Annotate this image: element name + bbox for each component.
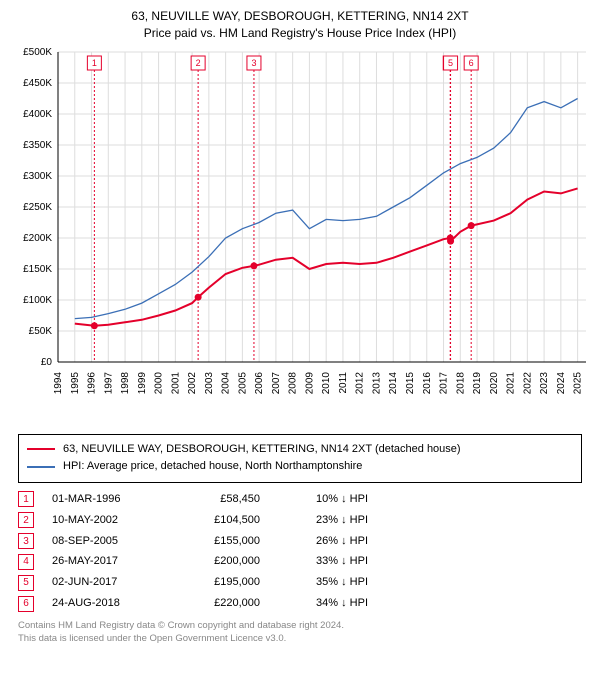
- legend-label: 63, NEUVILLE WAY, DESBOROUGH, KETTERING,…: [63, 441, 461, 459]
- sale-marker: 2: [18, 512, 34, 528]
- svg-text:2020: 2020: [489, 371, 500, 394]
- sale-pct: 10% ↓ HPI: [278, 489, 368, 510]
- sales-row: 3 08-SEP-2005 £155,000 26% ↓ HPI: [18, 531, 582, 552]
- svg-text:£0: £0: [41, 357, 53, 368]
- svg-text:£450K: £450K: [23, 78, 52, 89]
- legend-label: HPI: Average price, detached house, Nort…: [63, 458, 362, 476]
- svg-text:2003: 2003: [204, 371, 215, 394]
- svg-text:1995: 1995: [70, 371, 81, 394]
- svg-text:£150K: £150K: [23, 264, 52, 275]
- sale-price: £200,000: [180, 551, 260, 572]
- sale-price: £195,000: [180, 572, 260, 593]
- svg-text:£300K: £300K: [23, 171, 52, 182]
- svg-text:£50K: £50K: [29, 326, 53, 337]
- svg-text:£200K: £200K: [23, 233, 52, 244]
- svg-text:£250K: £250K: [23, 202, 52, 213]
- svg-text:2: 2: [196, 58, 201, 68]
- sale-date: 02-JUN-2017: [52, 572, 162, 593]
- sale-price: £58,450: [180, 489, 260, 510]
- svg-text:2013: 2013: [371, 371, 382, 394]
- sale-date: 26-MAY-2017: [52, 551, 162, 572]
- svg-text:1994: 1994: [53, 371, 64, 394]
- svg-text:2001: 2001: [170, 371, 181, 394]
- sale-price: £104,500: [180, 510, 260, 531]
- sales-table: 1 01-MAR-1996 £58,450 10% ↓ HPI 2 10-MAY-2002…: [18, 489, 582, 614]
- svg-text:2024: 2024: [556, 371, 567, 394]
- sale-date: 08-SEP-2005: [52, 531, 162, 552]
- legend-swatch: [27, 466, 55, 467]
- sale-date: 24-AUG-2018: [52, 593, 162, 614]
- svg-text:2012: 2012: [355, 371, 366, 394]
- sales-row: 5 02-JUN-2017 £195,000 35% ↓ HPI: [18, 572, 582, 593]
- svg-text:2011: 2011: [338, 371, 349, 393]
- footer: Contains HM Land Registry data © Crown c…: [18, 620, 582, 646]
- svg-text:1996: 1996: [87, 371, 98, 394]
- legend-item: 63, NEUVILLE WAY, DESBOROUGH, KETTERING,…: [27, 441, 573, 459]
- title-line-1: 63, NEUVILLE WAY, DESBOROUGH, KETTERING,…: [10, 8, 590, 25]
- sale-pct: 34% ↓ HPI: [278, 593, 368, 614]
- svg-text:2021: 2021: [506, 371, 517, 394]
- svg-text:2019: 2019: [472, 371, 483, 394]
- svg-text:2006: 2006: [254, 371, 265, 394]
- svg-text:2004: 2004: [221, 371, 232, 394]
- svg-text:2014: 2014: [388, 371, 399, 394]
- sale-pct: 35% ↓ HPI: [278, 572, 368, 593]
- sale-marker: 5: [18, 575, 34, 591]
- sale-pct: 26% ↓ HPI: [278, 531, 368, 552]
- svg-text:3: 3: [251, 58, 256, 68]
- legend-item: HPI: Average price, detached house, Nort…: [27, 458, 573, 476]
- svg-text:1997: 1997: [103, 371, 114, 394]
- svg-text:2023: 2023: [539, 371, 550, 394]
- svg-text:2018: 2018: [455, 371, 466, 394]
- svg-text:2007: 2007: [271, 371, 282, 394]
- chart-area: £0 £50K £100K £150K £200K £250K £300K £350K £400…: [10, 46, 590, 426]
- svg-text:2015: 2015: [405, 371, 416, 394]
- sale-pct: 23% ↓ HPI: [278, 510, 368, 531]
- sales-row: 6 24-AUG-2018 £220,000 34% ↓ HPI: [18, 593, 582, 614]
- sale-price: £220,000: [180, 593, 260, 614]
- svg-text:2022: 2022: [522, 371, 533, 394]
- sale-marker: 6: [18, 596, 34, 612]
- sales-row: 2 10-MAY-2002 £104,500 23% ↓ HPI: [18, 510, 582, 531]
- svg-text:£400K: £400K: [23, 109, 52, 120]
- svg-text:2017: 2017: [439, 371, 450, 394]
- svg-text:£500K: £500K: [23, 47, 52, 58]
- sale-marker: 3: [18, 533, 34, 549]
- svg-text:1999: 1999: [137, 371, 148, 394]
- chart-titles: 63, NEUVILLE WAY, DESBOROUGH, KETTERING,…: [0, 0, 600, 46]
- svg-text:1998: 1998: [120, 371, 131, 394]
- svg-text:5: 5: [448, 58, 453, 68]
- svg-text:2016: 2016: [422, 371, 433, 394]
- sales-row: 1 01-MAR-1996 £58,450 10% ↓ HPI: [18, 489, 582, 510]
- svg-text:£350K: £350K: [23, 140, 52, 151]
- sale-marker: 4: [18, 554, 34, 570]
- sale-price: £155,000: [180, 531, 260, 552]
- sale-pct: 33% ↓ HPI: [278, 551, 368, 572]
- svg-text:1: 1: [92, 58, 97, 68]
- footer-line-2: This data is licensed under the Open Gov…: [18, 633, 582, 646]
- svg-text:2025: 2025: [573, 371, 584, 394]
- svg-text:2010: 2010: [321, 371, 332, 394]
- svg-text:2000: 2000: [154, 371, 165, 394]
- sale-date: 10-MAY-2002: [52, 510, 162, 531]
- svg-text:£100K: £100K: [23, 295, 52, 306]
- svg-text:6: 6: [469, 58, 474, 68]
- sales-row: 4 26-MAY-2017 £200,000 33% ↓ HPI: [18, 551, 582, 572]
- legend: 63, NEUVILLE WAY, DESBOROUGH, KETTERING,…: [18, 434, 582, 483]
- sale-date: 01-MAR-1996: [52, 489, 162, 510]
- legend-swatch: [27, 448, 55, 450]
- sale-marker: 1: [18, 491, 34, 507]
- svg-text:2008: 2008: [288, 371, 299, 394]
- chart-svg: £0 £50K £100K £150K £200K £250K £300K £350K £400…: [10, 46, 590, 426]
- svg-text:2005: 2005: [237, 371, 248, 394]
- svg-text:2002: 2002: [187, 371, 198, 394]
- footer-line-1: Contains HM Land Registry data © Crown c…: [18, 620, 582, 633]
- title-line-2: Price paid vs. HM Land Registry's House …: [10, 25, 590, 42]
- svg-text:2009: 2009: [304, 371, 315, 394]
